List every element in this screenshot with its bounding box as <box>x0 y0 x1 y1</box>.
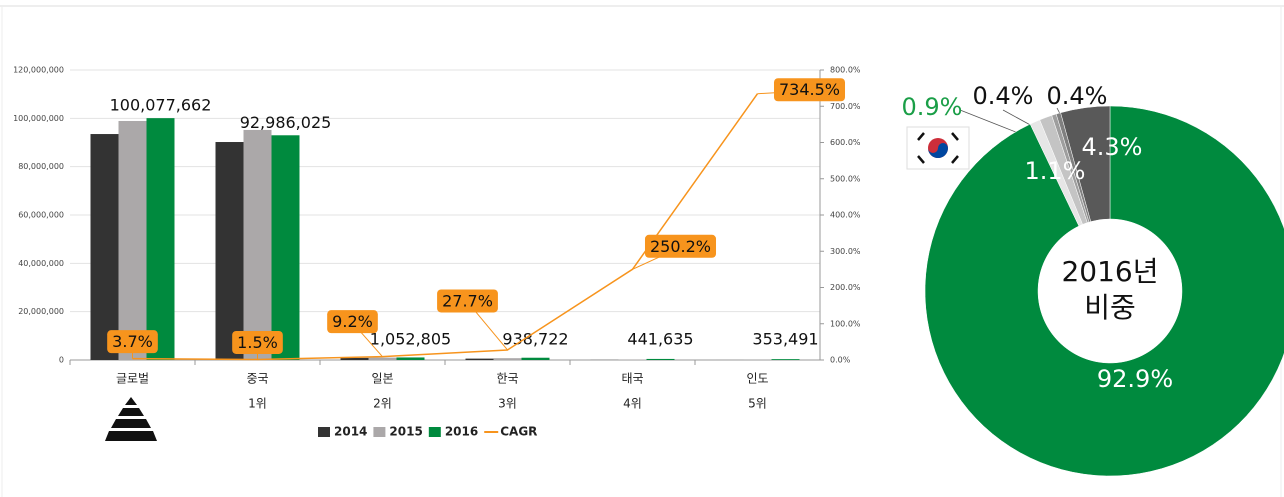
legend-label: 2014 <box>334 425 367 439</box>
bar <box>465 358 494 360</box>
line-value-text: 3.7% <box>112 332 153 351</box>
bar <box>243 129 272 360</box>
bar <box>90 134 119 360</box>
center-text: 2016년 <box>1061 255 1158 288</box>
bar-value-label: 441,635 <box>627 330 693 349</box>
y-tick-label: 120,000,000 <box>13 66 64 75</box>
slice-label: 1.1% <box>1025 157 1086 185</box>
label-box <box>232 330 283 354</box>
bar <box>396 357 425 360</box>
pyramid-icon <box>105 397 157 441</box>
line-value-label <box>232 330 283 360</box>
legend-swatch <box>428 427 441 437</box>
rank-label: 1위 <box>248 397 267 411</box>
bar <box>215 142 244 360</box>
x-tick-label: 태국 <box>621 372 643 386</box>
bar-value-label: 353,491 <box>752 330 818 349</box>
slice-label: 0.4% <box>1047 82 1108 110</box>
legend-label: 2015 <box>389 425 422 439</box>
y2-tick-label: 800.0% <box>830 66 861 75</box>
bar <box>146 118 175 360</box>
rank-label: 3위 <box>498 397 517 411</box>
x-tick-label: 중국 <box>246 372 268 386</box>
line-value-label <box>107 330 158 359</box>
label-box <box>107 330 158 354</box>
y2-tick-label: 300.0% <box>830 247 861 256</box>
y2-tick-label: 100.0% <box>830 319 861 328</box>
line-value-label <box>437 289 508 351</box>
label-box <box>327 310 378 334</box>
y-tick-label: 0 <box>59 356 64 365</box>
label-box <box>773 78 846 102</box>
legend-swatch <box>373 427 386 437</box>
donut-slice <box>924 105 1284 477</box>
y2-tick-label: 600.0% <box>830 138 861 147</box>
bar <box>118 120 147 360</box>
bar-value-label: 938,722 <box>502 330 568 349</box>
korea-flag <box>906 126 970 170</box>
x-tick-label: 한국 <box>496 372 518 386</box>
line-value-text: 250.2% <box>650 237 711 256</box>
bar <box>771 359 800 360</box>
line-value-text: 734.5% <box>779 80 840 99</box>
y2-tick-label: 700.0% <box>830 102 861 111</box>
line-value-label <box>757 78 846 102</box>
bar-value-label: 100,077,662 <box>110 96 212 115</box>
bar <box>646 358 675 360</box>
x-tick-label: 일본 <box>371 372 393 386</box>
line-value-label <box>632 234 717 270</box>
legend-label: CAGR <box>500 425 537 439</box>
line-value-text: 1.5% <box>237 333 278 352</box>
y-tick-label: 80,000,000 <box>18 162 64 171</box>
rank-label: 5위 <box>748 397 767 411</box>
donut-slice <box>1060 105 1111 222</box>
rank-label: 2위 <box>373 397 392 411</box>
label-box <box>437 289 498 313</box>
y2-tick-label: 500.0% <box>830 174 861 183</box>
slice-label: 0.4% <box>973 82 1034 110</box>
y-tick-label: 100,000,000 <box>13 114 64 123</box>
y-tick-label: 60,000,000 <box>18 211 64 220</box>
legend-label: 2016 <box>445 425 478 439</box>
bar-value-label: 92,986,025 <box>240 113 332 132</box>
slice-label: 4.3% <box>1082 133 1143 161</box>
label-box <box>644 234 717 258</box>
bar <box>521 357 550 360</box>
line-value-text: 27.7% <box>442 291 493 310</box>
bar <box>368 357 397 360</box>
center-text: 비중 <box>1084 291 1136 324</box>
y2-tick-label: 200.0% <box>830 283 861 292</box>
legend-swatch <box>318 427 330 437</box>
bar <box>340 357 369 360</box>
bar-value-label: 1,052,805 <box>370 330 451 349</box>
y-tick-label: 40,000,000 <box>18 259 64 268</box>
bar <box>271 135 300 360</box>
y2-tick-label: 0.0% <box>830 356 851 365</box>
x-tick-label: 글로벌 <box>116 372 149 386</box>
slice-label: 92.9% <box>1097 365 1173 393</box>
bar <box>493 358 522 360</box>
line-value-text: 9.2% <box>332 312 373 331</box>
y-tick-label: 20,000,000 <box>18 307 64 316</box>
rank-label: 4위 <box>623 397 642 411</box>
line-value-label <box>327 310 383 357</box>
y2-tick-label: 400.0% <box>830 211 861 220</box>
x-tick-label: 인도 <box>746 372 768 386</box>
slice-label: 0.9% <box>902 93 963 121</box>
